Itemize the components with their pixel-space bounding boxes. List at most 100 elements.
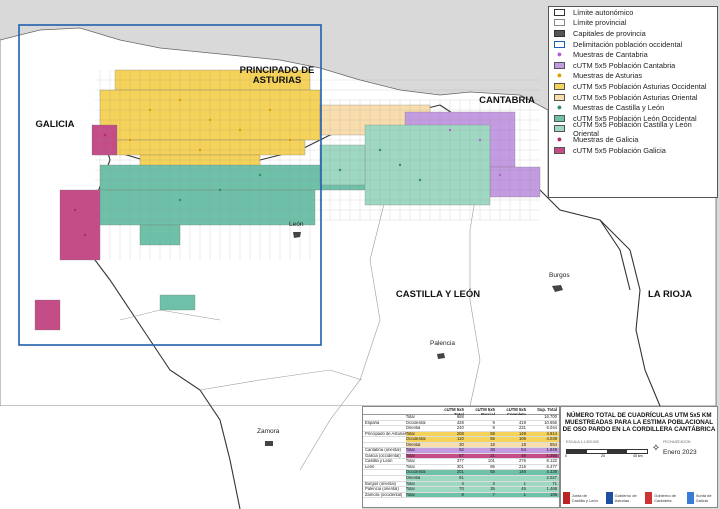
table-cell: 4.039 (527, 437, 559, 442)
legend-label: Límite autonómico (573, 7, 634, 17)
table-cell: 1.849 (527, 448, 559, 453)
table-cell: Total (405, 481, 435, 487)
table-cell: 9 (465, 426, 497, 431)
table-row: Oriental 91 2.027 (363, 475, 559, 482)
table-cell (363, 443, 406, 448)
summary-table: cUTM 5x5 Total cUTM 5x5 Parcial cUTM 5x5 C… (362, 406, 560, 508)
table-cell: 419 (496, 420, 528, 426)
table-cell: 554 (527, 442, 559, 448)
galicia-emblem-icon (686, 492, 694, 504)
table-cell: 668 (434, 414, 466, 420)
table-cell: Oriental (405, 442, 435, 448)
table-row: León Total 301 86 215 6.477 (363, 464, 559, 471)
region-label-cyl: CASTILLA Y LEÓN (395, 289, 481, 300)
table-cell: 377 (434, 459, 466, 464)
cyl-oriental-cells (319, 124, 491, 206)
legend-label: cUTM 5x5 Población Asturias Occidental (573, 81, 707, 91)
table-cell (363, 426, 406, 431)
table-cell: 9 (465, 420, 497, 426)
logo-asturias: Gobierno de Asturias (606, 492, 639, 504)
logo-cantabria: Gobierno de Cantabria (645, 492, 681, 504)
table-cell: Palencia (oriental) (365, 487, 399, 492)
table-cell: 1 (496, 481, 528, 487)
legend-swatch (554, 82, 565, 90)
table-cell (363, 437, 406, 442)
logo-galicia-text: Xunta de Galicia (695, 493, 712, 503)
table-cell: Castilla y León (365, 459, 393, 464)
table-cell: 101 (465, 459, 497, 464)
table-cell: Zamora (occidental) (365, 492, 403, 497)
table-header-cell (363, 407, 406, 414)
table-cell: 7 (465, 492, 497, 498)
date-label: FECHA/EDICIÓN (663, 440, 691, 444)
table-cell: 21 (465, 453, 497, 459)
table-cell: 6.477 (527, 464, 559, 470)
legend-label: cUTM 5x5 Población Asturias Oriental (573, 92, 698, 102)
table-cell: 18 (496, 442, 528, 448)
table-cell: 1.293 (527, 453, 559, 459)
cantabria-emblem-icon (645, 492, 653, 504)
table-row: Principado de Asturias Total 208 59 149 4.914 (363, 431, 559, 438)
table-cell: 208 (434, 431, 466, 437)
legend-item: ● Muestras de Asturias (549, 71, 717, 82)
legend-item: cUTM 5x5 Población Cantabria (549, 60, 717, 71)
table-cell: 56 (465, 437, 497, 442)
logo-galicia: Xunta de Galicia (686, 492, 715, 504)
sample-points (73, 98, 502, 237)
table-cell: Oriental (405, 476, 435, 481)
table-cell: Galicia (occidental) (365, 453, 401, 458)
table-cell: Burgos (oriental) (365, 481, 396, 486)
provincial-capitals (265, 232, 563, 446)
table-row: España Occidental 428 9 419 10.656 (363, 420, 559, 427)
table-cell: 6.044 (527, 426, 559, 431)
table-cell: 10.656 (527, 420, 559, 426)
scale-tick-2: 40 km (633, 454, 643, 458)
logo-asturias-text: Gobierno de Asturias (614, 493, 637, 503)
legend-item: ● Muestras de Castilla y León (549, 102, 717, 113)
table-cell: 149 (496, 431, 528, 437)
table-cell: 35 (465, 487, 497, 492)
table-cell: 8.122 (527, 459, 559, 464)
table-row: Total 668 16.700 (363, 414, 559, 421)
table-row: Oriental 240 9 231 6.044 (363, 426, 559, 432)
table-header-cell: Sup. Total (537, 407, 557, 412)
legend-swatch (554, 125, 565, 133)
legend-item: cUTM 5x5 Población Asturias Oriental (549, 92, 717, 103)
table-header-cell (406, 407, 435, 414)
table-cell: Total (405, 448, 435, 453)
legend-label: cUTM 5x5 Población Castilla y León Orien… (573, 119, 692, 138)
table-cell: 8 (434, 492, 466, 498)
table-cell: Occidental (405, 470, 435, 476)
table-row: Burgos (oriental) Total 4 3 1 71 (363, 481, 559, 488)
title-block: NÚMERO TOTAL DE CUADRÍCULAS UTM 5x5 KM M… (560, 406, 718, 508)
table-cell (363, 470, 406, 475)
legend-label: cUTM 5x5 Población León Occidental (573, 113, 697, 123)
legend-label: Capitales de provincia (573, 28, 646, 38)
table-cell: Cantabria (oriental) (365, 448, 401, 453)
legend-dot-icon: ● (556, 70, 563, 81)
legend-swatch (554, 19, 565, 27)
legend-label: Muestras de Galicia (573, 134, 639, 144)
western-population-frame (18, 24, 322, 346)
table-cell (465, 476, 497, 481)
table-cell: 92 (434, 448, 466, 453)
table-cell: Oriental (405, 426, 435, 431)
table-cell: 70 (434, 487, 466, 492)
table-cell: 106 (527, 492, 559, 498)
table-cell: Total (405, 459, 435, 464)
table-cell: 1 (496, 492, 528, 498)
legend-label: Muestras de Cantabria (573, 50, 648, 60)
legend-dot-icon: ● (556, 102, 563, 113)
table-cell: Total (405, 431, 435, 437)
table-cell (465, 415, 497, 420)
region-label-cantabria: CANTABRIA (479, 95, 535, 106)
table-cell: Total (405, 487, 435, 492)
legend-swatch (554, 61, 565, 69)
table-cell: 110 (434, 437, 466, 442)
legend-dot-icon: ● (556, 133, 563, 144)
city-label-zamora: Zamora (257, 428, 280, 435)
utm-grid (95, 70, 540, 260)
table-cell: 30 (434, 442, 466, 448)
legend-swatch (554, 114, 565, 122)
scale-bar (566, 449, 648, 454)
